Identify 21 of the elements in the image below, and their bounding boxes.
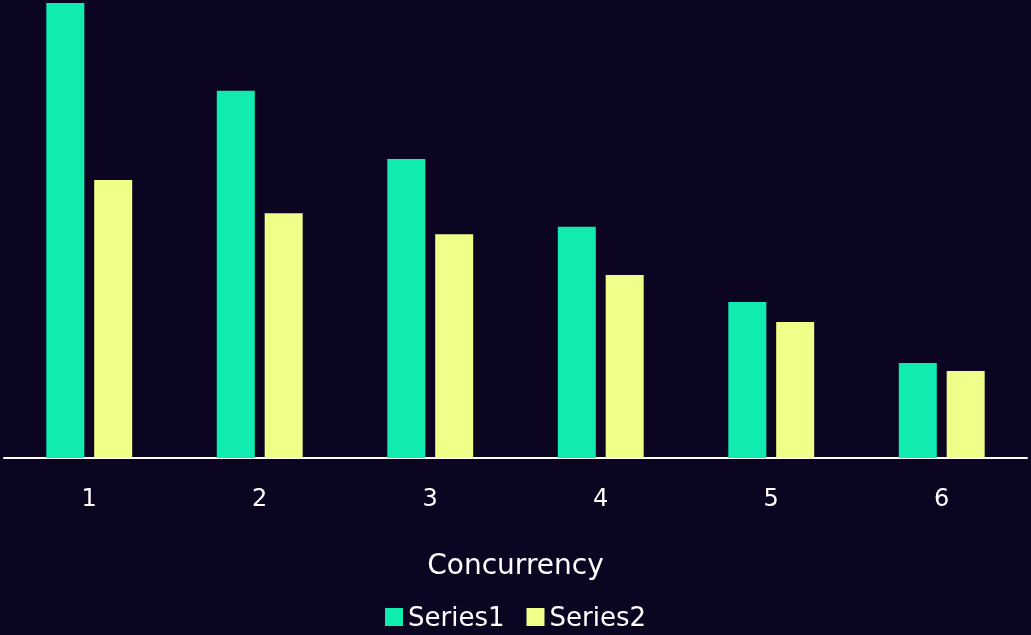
bar (557, 226, 596, 458)
legend-label: Series2 (549, 602, 646, 632)
x-tick-label: 5 (763, 484, 779, 512)
x-tick-label: 6 (934, 484, 950, 512)
bar (776, 321, 815, 458)
bar (435, 234, 474, 458)
bar (264, 213, 303, 458)
bar (605, 275, 644, 458)
bar (728, 301, 767, 458)
bar (216, 90, 255, 458)
x-tick-label: 3 (422, 484, 438, 512)
x-axis-title: Concurrency (427, 547, 604, 581)
x-tick-label: 2 (252, 484, 268, 512)
bar (94, 180, 133, 458)
x-tick-label: 1 (81, 484, 97, 512)
legend-label: Series1 (408, 602, 505, 632)
bar (46, 3, 85, 458)
bar (898, 362, 937, 458)
bar (387, 159, 426, 458)
bar (946, 371, 985, 458)
x-tick-label: 4 (593, 484, 609, 512)
